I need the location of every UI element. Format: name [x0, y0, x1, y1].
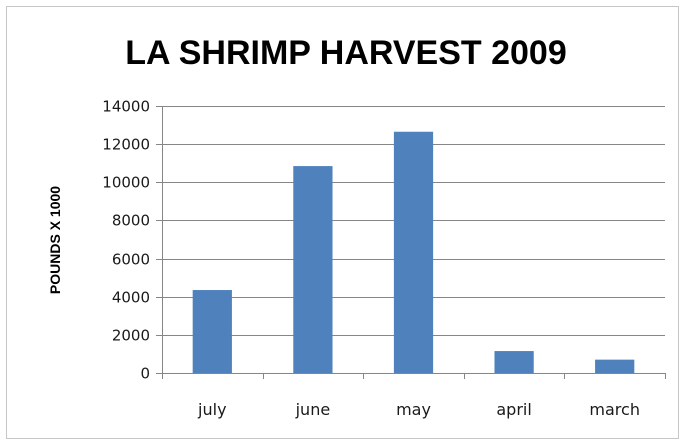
y-tick-label: 2000 [112, 327, 150, 345]
y-axis-label: POUNDS X 1000 [47, 186, 63, 294]
chart-title: LA SHRIMP HARVEST 2009 [125, 34, 567, 72]
x-tick-label: march [589, 400, 640, 419]
y-tick-label: 6000 [112, 251, 150, 269]
bar-june [293, 166, 332, 373]
y-tick-label: 12000 [102, 136, 150, 154]
bar-april [494, 351, 533, 373]
y-tick-label: 4000 [112, 289, 150, 307]
bars [193, 132, 635, 373]
y-tick-label: 0 [140, 365, 150, 383]
y-tick-labels: 0 2000 4000 6000 8000 10000 12000 14000 [102, 98, 150, 383]
bar-march [595, 360, 634, 373]
y-tick-label: 8000 [112, 212, 150, 230]
x-tick-label: may [396, 400, 431, 419]
x-category-labels: july june may april march [197, 400, 640, 419]
x-tick-label: july [197, 400, 227, 419]
y-tick-label: 14000 [102, 98, 150, 116]
y-tick-label: 10000 [102, 174, 150, 192]
bar-july [193, 290, 232, 373]
x-tick-label: april [496, 400, 531, 419]
bar-may [394, 132, 433, 373]
x-tick-label: june [295, 400, 331, 419]
